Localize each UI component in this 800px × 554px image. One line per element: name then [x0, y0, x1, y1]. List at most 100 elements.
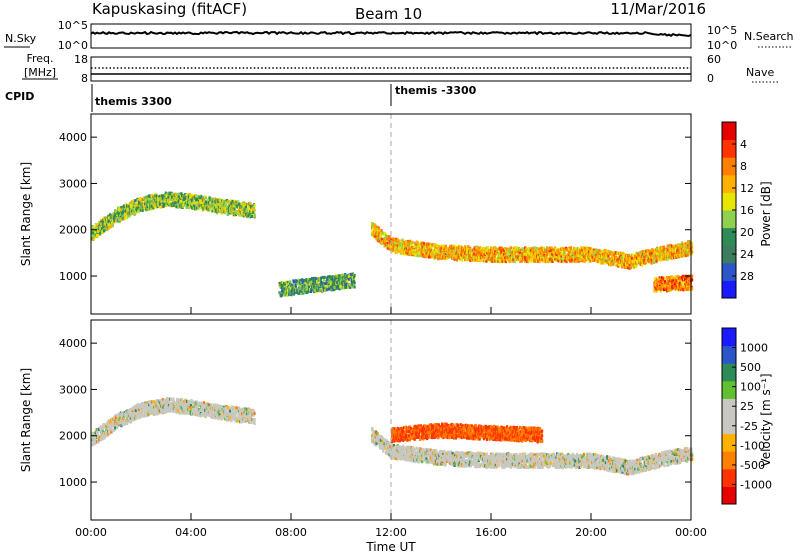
- heatmap-cell: [374, 235, 377, 239]
- heatmap-cell: [189, 195, 192, 199]
- heatmap-cell: [349, 272, 352, 276]
- heatmap-cell: [654, 280, 657, 284]
- heatmap-cell: [468, 255, 471, 259]
- heatmap-cell: [389, 236, 392, 240]
- heatmap-cell: [286, 280, 289, 284]
- heatmap-cell: [513, 260, 516, 264]
- heatmap-cell: [313, 277, 316, 281]
- heatmap-cell: [159, 203, 162, 206]
- heatmap-cell: [403, 252, 406, 256]
- heatmap-cell: [512, 249, 516, 253]
- heatmap-cell: [598, 249, 601, 253]
- heatmap-cell: [574, 247, 577, 251]
- heatmap-cell: [568, 257, 571, 261]
- y-tick-label: 2000: [59, 224, 87, 237]
- heatmap-cell: [286, 289, 289, 293]
- heatmap-cell: [662, 257, 665, 261]
- heatmap-cell: [588, 246, 591, 250]
- heatmap-cell: [251, 209, 254, 212]
- heatmap-cell: [221, 210, 224, 214]
- heatmap-cell: [529, 255, 532, 259]
- heatmap-cell: [675, 279, 678, 283]
- heatmap-cell: [681, 243, 684, 247]
- heatmap-cell: [679, 284, 682, 288]
- heatmap-cell: [349, 274, 352, 278]
- heatmap-cell: [202, 198, 206, 202]
- heatmap-cell: [397, 249, 400, 253]
- heatmap-cell: [666, 282, 669, 286]
- heatmap-cell: [341, 286, 344, 290]
- heatmap-cell: [237, 206, 241, 209]
- heatmap-cell: [117, 214, 121, 218]
- heatmap-cell: [660, 250, 663, 253]
- heatmap-cell: [489, 248, 492, 252]
- heatmap-cell: [146, 205, 149, 209]
- heatmap-cell: [594, 255, 597, 259]
- heatmap-cell: [232, 204, 236, 208]
- heatmap-cell: [559, 259, 562, 263]
- heatmap-cell: [349, 279, 352, 283]
- heatmap-cell: [134, 199, 137, 203]
- heatmap-cell: [576, 253, 579, 257]
- heatmap-cell: [177, 199, 181, 203]
- heatmap-cell: [628, 254, 631, 258]
- heatmap-cell: [621, 257, 624, 261]
- heatmap-cell: [406, 247, 409, 251]
- heatmap-cell: [372, 226, 376, 230]
- heatmap-cell: [644, 251, 647, 255]
- heatmap-cell: [211, 197, 214, 201]
- heatmap-cell: [441, 253, 444, 257]
- heatmap-cell: [640, 259, 643, 263]
- heatmap-cell: [372, 223, 376, 227]
- heatmap-cell: [135, 202, 138, 206]
- heatmap-cell: [107, 226, 111, 230]
- heatmap-cell: [172, 198, 175, 202]
- heatmap-cell: [377, 230, 381, 234]
- heatmap-cell: [656, 286, 659, 290]
- heatmap-cell: [621, 265, 624, 269]
- heatmap-cell: [675, 255, 678, 259]
- heatmap-cell: [437, 257, 440, 261]
- heatmap-cell: [422, 242, 426, 246]
- heatmap-cell: [124, 216, 127, 220]
- heatmap-cell: [519, 249, 522, 252]
- heatmap-cell: [660, 280, 663, 284]
- heatmap-cell: [247, 204, 250, 208]
- heatmap-cell: [379, 234, 382, 238]
- heatmap-cell: [652, 256, 655, 260]
- heatmap-cell: [666, 252, 669, 256]
- heatmap-cell: [299, 278, 302, 282]
- heatmap-cell: [670, 287, 673, 291]
- heatmap-cell: [323, 285, 326, 289]
- heatmap-cell: [396, 251, 399, 255]
- heatmap-cell: [213, 199, 216, 203]
- heatmap-cell: [651, 251, 654, 255]
- heatmap-cell: [576, 247, 579, 251]
- heatmap-cell: [94, 234, 97, 238]
- heatmap-cell: [516, 248, 519, 252]
- heatmap-cell: [600, 261, 603, 265]
- heatmap-cell: [306, 280, 309, 284]
- heatmap-cell: [392, 246, 395, 249]
- heatmap-cell: [376, 233, 379, 237]
- heatmap-cell: [669, 279, 672, 283]
- heatmap-cell: [145, 201, 148, 205]
- heatmap-cell: [679, 277, 682, 281]
- heatmap-cell: [429, 250, 432, 254]
- heatmap-cell: [338, 287, 341, 291]
- heatmap-cell: [636, 251, 639, 255]
- heatmap-cell: [577, 257, 580, 260]
- heatmap-cell: [396, 238, 399, 242]
- heatmap-cell: [629, 260, 632, 264]
- heatmap-cell: [663, 286, 666, 290]
- heatmap-cell: [682, 288, 685, 292]
- heatmap-cell: [656, 258, 659, 262]
- power-ylabel: Slant Range [km]: [19, 162, 33, 266]
- heatmap-cell: [676, 285, 679, 288]
- nsearch-label: N.Search: [744, 30, 794, 43]
- heatmap-cell: [426, 243, 429, 247]
- heatmap-cell: [122, 207, 125, 211]
- heatmap-cell: [155, 194, 158, 198]
- heatmap-cell: [170, 198, 173, 202]
